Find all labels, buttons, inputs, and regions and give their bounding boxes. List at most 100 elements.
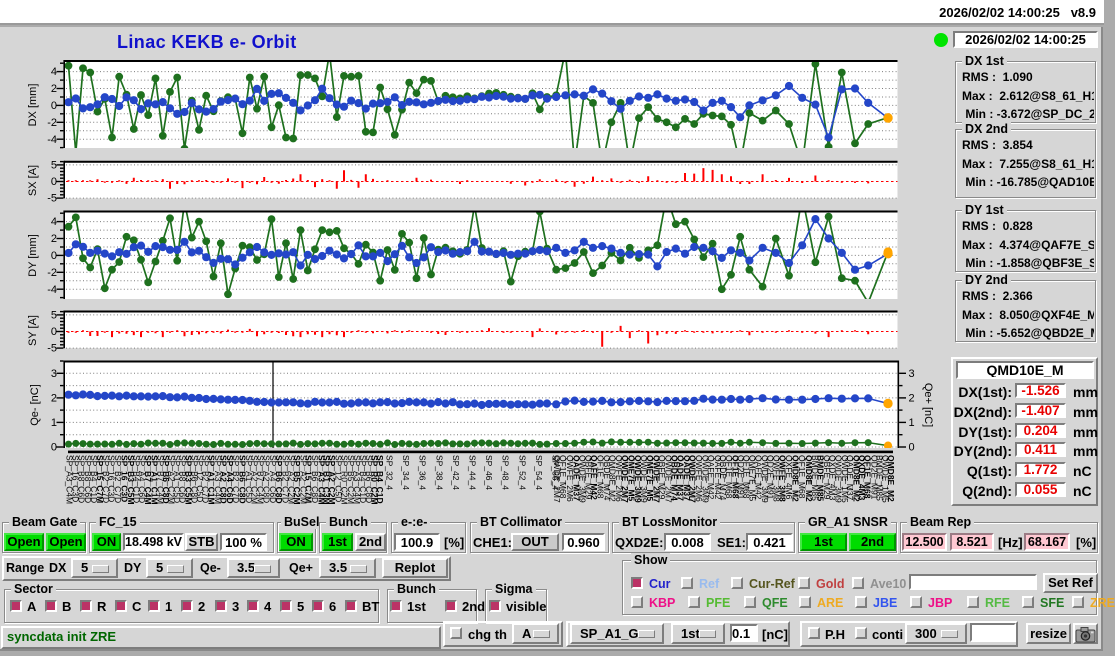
svg-text:QBDE_M74: QBDE_M74: [602, 455, 612, 501]
svg-text:SP_B2_C7D: SP_B2_C7D: [231, 455, 241, 503]
svg-text:QADE_M37: QADE_M37: [572, 455, 582, 501]
svg-text:-4: -4: [47, 284, 57, 296]
svg-text:0: 0: [51, 176, 57, 188]
svg-text:SX [A]: SX [A]: [27, 165, 39, 196]
svg-text:0: 0: [51, 326, 57, 338]
svg-text:QD2E_M91: QD2E_M91: [736, 455, 746, 500]
svg-text:SP_B2_C7D: SP_B2_C7D: [113, 455, 123, 503]
svg-text:SP_B8_C6D: SP_B8_C6D: [83, 455, 93, 503]
svg-text:SP_R0_C2M: SP_R0_C2M: [370, 455, 380, 505]
svg-text:SP_B1_C3M: SP_B1_C3M: [322, 455, 332, 505]
svg-text:QWDE_3M9: QWDE_3M9: [639, 455, 649, 503]
svg-text:QF1E_M68: QF1E_M68: [863, 455, 873, 499]
svg-text:SP_A3_C4M: SP_A3_C4M: [65, 455, 75, 504]
svg-text:QF1E_M68: QF1E_M68: [742, 455, 752, 499]
svg-text:0: 0: [51, 100, 57, 112]
svg-text:SP_B2_C7D: SP_B2_C7D: [200, 455, 210, 503]
svg-text:SY [A]: SY [A]: [27, 315, 39, 346]
svg-text:QBFE_M29: QBFE_M29: [584, 455, 594, 500]
svg-text:SP_52_4: SP_52_4: [517, 455, 527, 490]
svg-text:2: 2: [909, 393, 915, 405]
svg-text:SP_B7_C4M: SP_B7_C4M: [155, 455, 165, 504]
svg-text:QXFE_4M6: QXFE_4M6: [784, 455, 794, 500]
svg-text:2: 2: [51, 233, 57, 245]
svg-text:5: 5: [51, 160, 57, 172]
svg-text:SP_A2_C2M: SP_A2_C2M: [250, 455, 260, 504]
svg-text:QAFE_M42: QAFE_M42: [713, 455, 723, 500]
svg-text:5: 5: [51, 310, 57, 322]
svg-text:Qe- [nC]: Qe- [nC]: [29, 384, 41, 426]
svg-text:QBFE_M29: QBFE_M29: [657, 455, 667, 500]
svg-text:DY [mm]: DY [mm]: [27, 234, 39, 277]
svg-text:SP_A2_C2M: SP_A2_C2M: [167, 455, 177, 504]
svg-text:QMD8E_M2: QMD8E_M2: [804, 455, 814, 502]
svg-text:QF1E_M68: QF1E_M68: [797, 455, 807, 499]
svg-text:SP_B6_C8D: SP_B6_C8D: [237, 455, 247, 504]
svg-text:SP_12_C5D: SP_12_C5D: [195, 455, 205, 502]
svg-text:SP_B5_C2M: SP_B5_C2M: [292, 455, 302, 505]
svg-text:QWDE_3M9: QWDE_3M9: [834, 455, 844, 503]
svg-text:SP_A1_C1M: SP_A1_C1M: [207, 455, 217, 505]
svg-text:SP_B7_C4M: SP_B7_C4M: [256, 455, 266, 504]
svg-text:SP_16_C3D: SP_16_C3D: [71, 455, 81, 502]
svg-text:SP_A4_C6D: SP_A4_C6D: [225, 455, 235, 504]
svg-text:SP_B6_C8D: SP_B6_C8D: [310, 455, 320, 503]
svg-text:SP_44_4: SP_44_4: [468, 455, 478, 490]
svg-text:SP_B5_C2M: SP_B5_C2M: [346, 455, 356, 504]
svg-text:1: 1: [909, 417, 915, 429]
svg-text:SP_48_4: SP_48_4: [501, 455, 511, 490]
svg-text:SP_B6_C8D: SP_B6_C8D: [161, 455, 171, 504]
svg-text:QF1E_M68: QF1E_M68: [596, 455, 606, 499]
svg-text:4: 4: [51, 66, 57, 78]
svg-text:BMDE_M85: BMDE_M85: [815, 455, 825, 502]
svg-text:SP_A4_C6D: SP_A4_C6D: [268, 455, 278, 503]
svg-text:QWDE_3M9: QWDE_3M9: [701, 455, 711, 503]
svg-text:QXDE_4M3: QXDE_4M3: [857, 455, 867, 501]
svg-text:SP_A3_C4M: SP_A3_C4M: [316, 455, 326, 505]
svg-text:QWFE_2M6: QWFE_2M6: [614, 455, 624, 502]
svg-text:SP_B6_C8D: SP_B6_C8D: [189, 455, 199, 503]
svg-text:QBFE_M29: QBFE_M29: [822, 455, 832, 500]
svg-text:QWDE_2M7: QWDE_2M7: [664, 455, 674, 503]
svg-text:SP_16_C3D: SP_16_C3D: [119, 455, 129, 502]
svg-text:SP_56_4: SP_56_4: [551, 455, 561, 490]
svg-text:SP_A4_C6D: SP_A4_C6D: [137, 455, 147, 503]
svg-text:SP_54_4: SP_54_4: [534, 455, 544, 490]
svg-text:SP_A2_C8D: SP_A2_C8D: [261, 455, 271, 503]
svg-text:2: 2: [51, 83, 57, 95]
svg-text:QD2E_M91: QD2E_M91: [869, 455, 879, 500]
svg-text:SP_B8_C6D: SP_B8_C6D: [178, 455, 188, 503]
svg-text:QWDE_2M7: QWDE_2M7: [687, 455, 697, 503]
svg-text:QWDE_1M5: QWDE_1M5: [840, 455, 850, 503]
svg-text:QWDE_3M9: QWDE_3M9: [633, 455, 643, 503]
svg-text:4: 4: [51, 216, 57, 228]
svg-text:0: 0: [51, 250, 57, 262]
svg-text:-2: -2: [47, 117, 57, 129]
svg-text:QME7E_M5: QME7E_M5: [747, 455, 757, 502]
svg-text:0: 0: [909, 442, 915, 454]
svg-text:QWDE_2M7: QWDE_2M7: [651, 455, 661, 503]
svg-text:QD2E_M91: QD2E_M91: [765, 455, 775, 500]
svg-text:SP_A2_C2M: SP_A2_C2M: [286, 455, 296, 504]
svg-text:SP_B6_C8D: SP_B6_C8D: [364, 455, 374, 503]
svg-text:QWDE_3M9: QWDE_3M9: [760, 455, 770, 503]
svg-text:SP_A3_C4M: SP_A3_C4M: [213, 455, 223, 504]
svg-text:SP_R0_C2M: SP_R0_C2M: [339, 455, 349, 505]
svg-text:QMD8E_M2: QMD8E_M2: [790, 455, 800, 502]
svg-text:QMD8E_M2: QMD8E_M2: [608, 455, 618, 502]
svg-text:QAFE_M42: QAFE_M42: [706, 455, 716, 500]
svg-text:SP_34_4: SP_34_4: [401, 455, 411, 490]
svg-text:QADE_M37: QADE_M37: [845, 455, 855, 501]
svg-text:SP_A2_C2M: SP_A2_C2M: [327, 455, 337, 505]
svg-text:SP_38_4: SP_38_4: [434, 455, 444, 490]
svg-text:-5: -5: [47, 343, 57, 355]
svg-text:QWDE_3M9: QWDE_3M9: [578, 455, 588, 503]
svg-text:SP_B4_C1D: SP_B4_C1D: [375, 455, 385, 504]
svg-text:QWFE_3M8: QWFE_3M8: [778, 455, 788, 502]
svg-text:QME7E_M5: QME7E_M5: [626, 455, 636, 502]
svg-text:SP_42_4: SP_42_4: [451, 455, 461, 490]
svg-text:-4: -4: [47, 134, 57, 146]
svg-text:BMDE_M85: BMDE_M85: [810, 455, 820, 501]
svg-text:QME7E_M5: QME7E_M5: [645, 455, 655, 502]
svg-text:SP_B2_C7D: SP_B2_C7D: [101, 455, 111, 503]
